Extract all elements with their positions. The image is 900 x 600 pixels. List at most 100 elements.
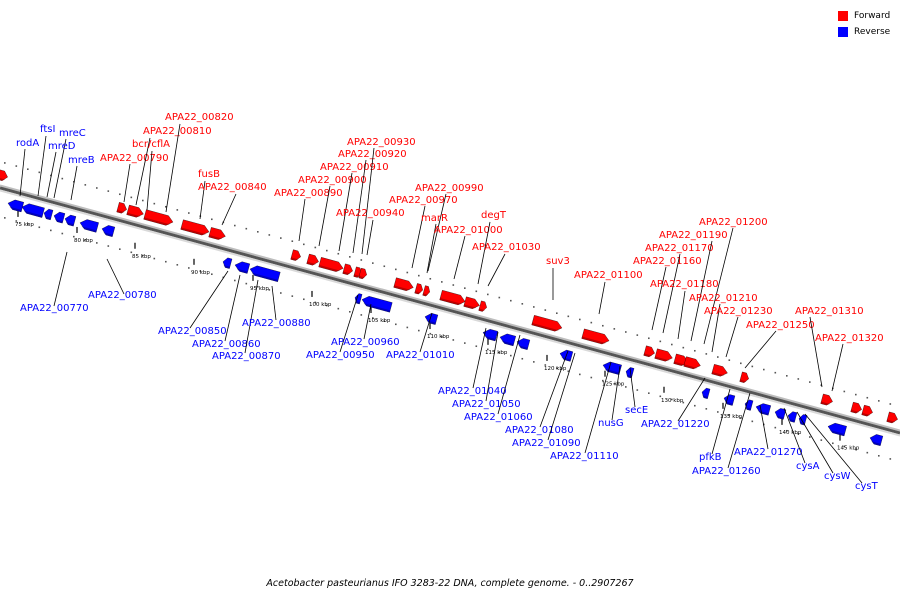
forward-gene-label[interactable]: APA22_01320 [815,333,884,344]
forward-gene-label[interactable]: APA22_01190 [659,230,728,241]
forward-gene[interactable] [581,328,611,346]
reverse-gene-label[interactable]: APA22_01090 [512,438,581,449]
reverse-gene-label[interactable]: APA22_00880 [242,318,311,329]
forward-gene-label[interactable]: APA22_00840 [198,182,267,193]
reverse-gene[interactable] [625,367,635,379]
reverse-gene[interactable] [101,224,116,237]
reverse-gene-label[interactable]: APA22_01080 [505,425,574,436]
reverse-gene[interactable] [701,387,711,399]
forward-gene[interactable] [739,371,750,384]
reverse-gene[interactable] [21,202,45,218]
forward-gene-label[interactable]: suv3 [546,256,570,267]
reverse-gene-label[interactable]: rodA [16,138,39,149]
legend-reverse[interactable]: Reverse [838,24,890,40]
forward-gene[interactable] [393,277,415,293]
reverse-gene-label[interactable]: mreB [68,155,95,166]
reverse-gene-label[interactable]: APA22_01010 [386,350,455,361]
forward-gene[interactable] [180,219,211,237]
forward-gene-label[interactable]: APA22_01250 [746,320,815,331]
reverse-gene-label[interactable]: APA22_00770 [20,303,89,314]
reverse-gene[interactable] [482,328,499,342]
forward-gene[interactable] [711,364,729,378]
forward-gene[interactable] [208,227,227,241]
forward-gene-label[interactable]: APA22_00810 [143,126,212,137]
reverse-gene-label[interactable]: APA22_00950 [306,350,375,361]
forward-gene-label[interactable]: APA22_00940 [336,208,405,219]
reverse-gene[interactable] [516,337,531,350]
forward-gene[interactable] [422,285,431,297]
reverse-gene-label[interactable]: ftsI [40,124,55,135]
reverse-gene[interactable] [249,264,281,282]
reverse-gene-label[interactable]: APA22_00960 [331,337,400,348]
forward-gene[interactable] [861,404,874,417]
reverse-gene[interactable] [53,211,66,224]
reverse-gene[interactable] [499,332,516,347]
reverse-gene[interactable] [869,433,884,446]
reverse-gene[interactable] [234,260,251,274]
forward-gene[interactable] [414,283,424,295]
reverse-gene-label[interactable]: cysW [824,471,851,482]
forward-gene-label[interactable]: APA22_00890 [274,188,343,199]
reverse-gene[interactable] [755,402,772,416]
forward-gene-label[interactable]: APA22_01170 [645,243,714,254]
forward-gene[interactable] [478,300,488,312]
forward-gene[interactable] [290,249,302,262]
reverse-gene[interactable] [774,407,787,420]
reverse-gene-label[interactable]: cysA [796,461,820,472]
forward-gene[interactable] [342,263,354,276]
forward-gene-label[interactable]: degT [481,210,507,221]
legend-forward[interactable]: Forward [838,8,890,24]
forward-gene[interactable] [318,257,345,273]
reverse-gene-label[interactable]: mreD [48,141,76,152]
reverse-gene[interactable] [79,218,99,233]
forward-gene-label[interactable]: fusB [198,169,220,180]
reverse-gene[interactable] [787,411,798,423]
reverse-gene-label[interactable]: APA22_00780 [88,290,157,301]
reverse-gene-label[interactable]: APA22_00870 [212,351,281,362]
forward-gene[interactable] [0,169,9,182]
forward-gene[interactable] [820,393,834,407]
reverse-gene-label[interactable]: pfkB [699,452,722,463]
forward-gene[interactable] [439,290,467,306]
reverse-gene-label[interactable]: APA22_01220 [641,419,710,430]
forward-gene[interactable] [654,348,674,363]
forward-gene-label[interactable]: APA22_01200 [699,217,768,228]
forward-gene-label[interactable]: APA22_01030 [472,242,541,253]
forward-gene[interactable] [643,345,656,358]
reverse-gene[interactable] [64,214,77,227]
reverse-gene[interactable] [602,360,622,375]
forward-gene-label[interactable]: marR [421,213,448,224]
forward-gene-label[interactable]: APA22_00910 [320,162,389,173]
forward-gene[interactable] [358,267,368,280]
reverse-gene-label[interactable]: APA22_00860 [192,339,261,350]
reverse-gene-label[interactable]: APA22_01270 [734,447,803,458]
reverse-gene[interactable] [354,293,363,305]
forward-gene[interactable] [126,204,145,219]
forward-gene[interactable] [463,296,481,311]
forward-gene-label[interactable]: APA22_00970 [389,195,458,206]
forward-gene-label[interactable]: APA22_00990 [415,183,484,194]
forward-gene-label[interactable]: APA22_00920 [338,149,407,160]
reverse-gene-label[interactable]: APA22_01040 [438,386,507,397]
forward-gene-label[interactable]: APA22_01000 [434,225,503,236]
forward-gene-label[interactable]: APA22_00900 [298,175,367,186]
reverse-gene[interactable] [798,414,808,426]
forward-gene-label[interactable]: APA22_01180 [650,279,719,290]
forward-gene-label[interactable]: APA22_00790 [100,153,169,164]
forward-gene[interactable] [306,253,320,267]
reverse-gene-label[interactable]: APA22_01260 [692,466,761,477]
reverse-gene-label[interactable]: secE [625,405,648,416]
forward-gene[interactable] [116,202,128,214]
reverse-gene-label[interactable]: cysT [855,481,879,492]
forward-gene-label[interactable]: APA22_00930 [347,137,416,148]
reverse-gene-label[interactable]: APA22_01050 [452,399,521,410]
reverse-gene[interactable] [361,295,393,313]
reverse-gene[interactable] [222,257,233,269]
reverse-gene-label[interactable]: APA22_01110 [550,451,619,462]
forward-gene[interactable] [531,315,564,333]
forward-gene-label[interactable]: APA22_01210 [689,293,758,304]
forward-gene[interactable] [850,401,863,414]
reverse-gene-label[interactable]: mreC [59,128,86,139]
reverse-gene[interactable] [424,312,439,325]
forward-gene[interactable] [143,209,175,227]
